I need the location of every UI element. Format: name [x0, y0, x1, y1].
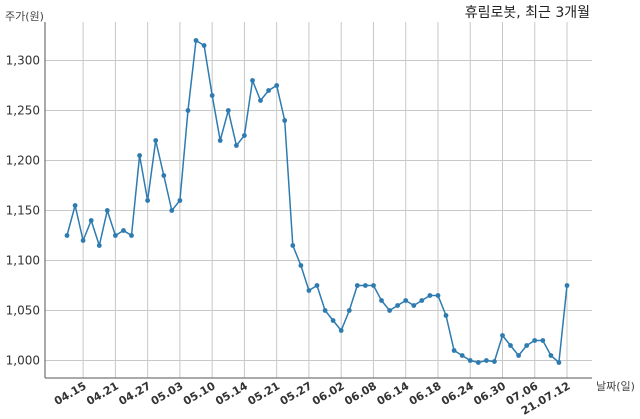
data-point	[322, 308, 328, 313]
data-point	[379, 298, 384, 303]
data-point	[475, 360, 481, 365]
data-point	[419, 298, 425, 303]
chart-axes	[44, 22, 592, 379]
y-tick-label: 1,250	[6, 104, 40, 118]
data-point	[411, 303, 417, 308]
x-tick-label: 05.14	[213, 379, 250, 408]
y-tick-label: 1,100	[6, 254, 40, 268]
y-axis-label: 주가(원)	[5, 10, 44, 23]
x-tick-labels: 04.1504.2104.2705.0305.1005.1405.2105.27…	[52, 379, 573, 418]
x-tick-label: 04.27	[117, 379, 154, 408]
data-point	[217, 138, 223, 143]
data-point	[88, 218, 94, 223]
data-point	[72, 203, 78, 208]
x-tick-label: 06.24	[439, 379, 476, 408]
x-tick-label: 06.08	[342, 379, 379, 408]
data-point	[427, 293, 433, 298]
data-point	[129, 233, 134, 238]
data-point	[290, 243, 296, 248]
x-tick-label: 06.14	[375, 379, 412, 408]
x-tick-label: 05.27	[278, 379, 315, 408]
data-point	[508, 343, 513, 348]
data-point	[153, 138, 159, 143]
data-point	[330, 318, 336, 323]
data-point	[516, 353, 521, 358]
x-tick-label: 05.10	[181, 379, 218, 408]
data-point	[274, 83, 280, 88]
y-tick-labels: 1,000 1,050 1,100 1,150 1,200 1,250 1,300	[6, 54, 40, 368]
data-point	[137, 153, 143, 158]
chart-title: 휴림로봇, 최근 3개월	[465, 5, 590, 21]
data-point	[169, 208, 175, 213]
x-tick-label: 05.03	[149, 379, 186, 408]
data-point	[354, 283, 360, 288]
data-point	[346, 308, 352, 313]
data-point	[363, 283, 368, 288]
data-point	[371, 283, 376, 288]
data-point	[250, 78, 255, 83]
data-point	[338, 328, 344, 333]
data-point	[242, 133, 247, 138]
data-point	[266, 88, 271, 93]
data-point	[564, 283, 570, 288]
data-point	[556, 360, 562, 365]
data-point	[258, 98, 263, 103]
data-point	[185, 108, 191, 113]
data-point	[121, 228, 126, 233]
x-axis-label: 날짜(일)	[596, 379, 635, 393]
data-point	[225, 108, 231, 113]
data-point	[314, 283, 320, 288]
x-tick-label: 05.21	[246, 379, 283, 408]
data-point	[403, 298, 409, 303]
y-tick-label: 1,200	[6, 154, 40, 168]
x-tick-label: 04.21	[84, 379, 121, 408]
data-point	[459, 353, 465, 358]
data-point	[395, 303, 400, 308]
data-point	[145, 198, 151, 203]
data-point	[177, 198, 183, 203]
data-point	[113, 233, 118, 238]
y-tick-label: 1,000	[6, 354, 40, 368]
data-point	[532, 338, 538, 343]
data-point	[96, 243, 102, 248]
x-tick-label: 06.30	[471, 379, 508, 408]
data-point	[306, 288, 312, 293]
data-point	[492, 359, 497, 364]
data-points	[64, 38, 570, 365]
data-point	[387, 308, 392, 313]
data-point	[467, 358, 473, 363]
series-line	[66, 39, 568, 365]
data-point	[201, 43, 207, 48]
data-point	[161, 173, 167, 178]
data-point	[540, 338, 546, 343]
y-tick-label: 1,300	[6, 54, 40, 68]
data-point	[500, 333, 505, 338]
data-point	[104, 208, 110, 213]
data-point	[548, 353, 554, 358]
data-point	[451, 348, 457, 353]
data-point	[282, 118, 288, 123]
data-point	[193, 38, 199, 43]
data-point	[435, 293, 441, 298]
grid-lines	[45, 22, 592, 378]
data-point	[209, 93, 215, 98]
y-tick-label: 1,050	[6, 304, 40, 318]
data-point	[524, 343, 530, 348]
data-point	[234, 143, 239, 148]
data-point	[80, 238, 86, 243]
data-point	[484, 358, 489, 363]
x-tick-label: 04.15	[52, 379, 89, 408]
data-point	[64, 233, 70, 238]
x-tick-label: 06.02	[310, 379, 347, 408]
y-tick-label: 1,150	[6, 204, 40, 218]
x-tick-label: 06.18	[407, 379, 444, 408]
data-point	[298, 263, 304, 268]
data-point	[443, 313, 449, 318]
